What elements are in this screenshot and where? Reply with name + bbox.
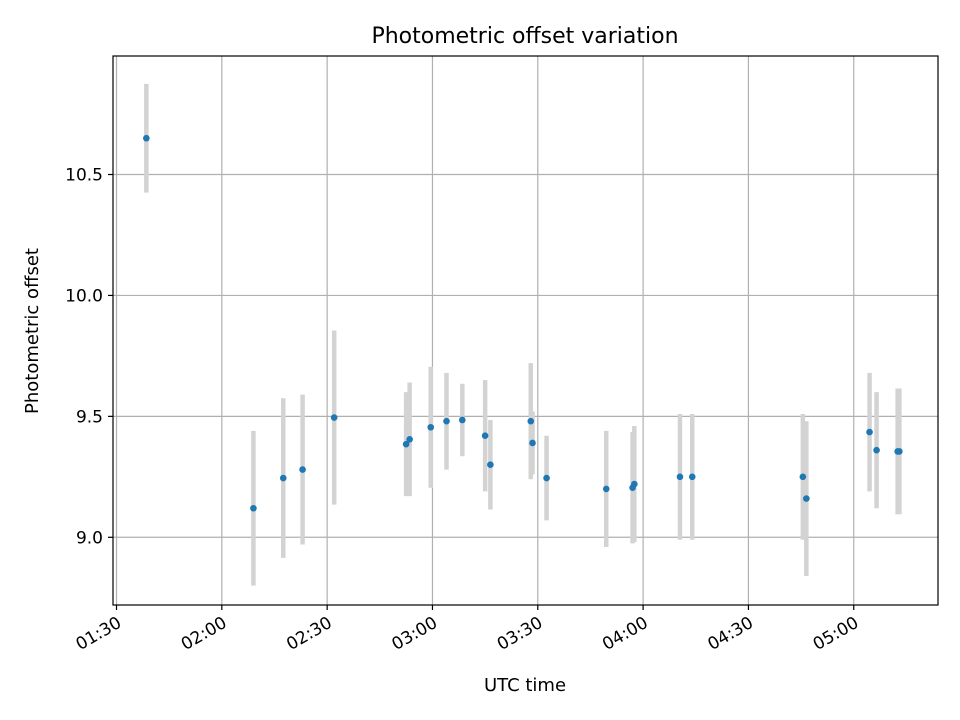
y-tick-label: 9.5 (76, 407, 103, 427)
x-axis: 01:30 02:00 02:30 03:00 03:30 04:00 04:30 05:00 (73, 605, 862, 655)
x-tick-label: 03:30 (494, 613, 546, 655)
data-point (330, 414, 338, 421)
data-point (543, 474, 550, 482)
data-point (279, 474, 287, 482)
data-point (631, 480, 638, 488)
y-tick-label: 10.5 (65, 166, 103, 186)
grid (113, 56, 938, 605)
y-axis: 9.0 9.5 10.0 10.5 (65, 166, 113, 548)
data-point (406, 436, 413, 443)
y-tick-label: 9.0 (76, 528, 103, 548)
data-points (143, 134, 903, 512)
chart-title: Photometric offset variation (371, 24, 678, 49)
x-tick-label: 04:30 (704, 613, 756, 655)
y-tick-label: 10.0 (65, 286, 103, 306)
data-point (602, 485, 610, 493)
data-point (299, 466, 306, 473)
x-tick-label: 03:00 (389, 613, 441, 655)
x-tick-label: 05:00 (810, 613, 862, 655)
y-axis-label: Photometric offset (22, 248, 43, 414)
data-point (143, 134, 150, 142)
data-point (443, 417, 450, 425)
data-point (481, 432, 489, 440)
errorbars (144, 83, 902, 586)
data-point (529, 439, 536, 447)
data-point (487, 461, 494, 469)
data-point (799, 473, 807, 481)
data-point (402, 440, 410, 448)
data-point (427, 423, 435, 431)
data-point (250, 504, 257, 512)
data-point (688, 473, 696, 481)
data-point (803, 495, 810, 502)
data-point (527, 417, 535, 425)
data-point (866, 428, 873, 436)
x-tick-label: 02:30 (283, 613, 335, 655)
x-tick-label: 01:30 (73, 613, 125, 655)
x-tick-label: 04:00 (599, 613, 651, 655)
data-point (459, 416, 466, 424)
x-axis-label: UTC time (484, 675, 566, 696)
x-tick-label: 02:00 (178, 613, 230, 655)
data-point (896, 448, 903, 455)
plot-area (112, 55, 939, 606)
data-point (873, 446, 880, 454)
data-point (676, 473, 684, 481)
